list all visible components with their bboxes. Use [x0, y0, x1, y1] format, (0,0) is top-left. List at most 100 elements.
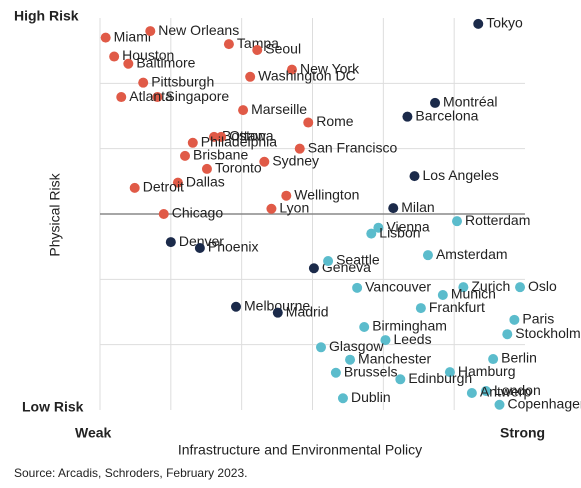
city-point — [402, 111, 413, 122]
source: Source: Arcadis, Schroders, February 202… — [14, 466, 247, 480]
city-label: Montréal — [443, 94, 497, 110]
city-label: Detroit — [143, 179, 184, 195]
city-point — [481, 386, 492, 397]
city-label: Toronto — [215, 160, 262, 176]
city-point — [209, 131, 220, 142]
city-label: Zurich — [471, 278, 510, 294]
city-label: Barcelona — [415, 107, 478, 123]
city-label: San Francisco — [308, 139, 398, 155]
city-label: Marseille — [251, 101, 307, 117]
city-point — [452, 216, 462, 227]
city-label: Phoenix — [208, 239, 259, 255]
city-label: Hamburg — [458, 363, 516, 379]
city-label: Tampa — [237, 35, 279, 51]
city-label: Birmingham — [372, 318, 447, 334]
city-point — [286, 64, 297, 75]
city-point — [109, 51, 120, 62]
city-label: Tokyo — [486, 15, 523, 31]
city-label: Geneva — [322, 259, 371, 275]
x-axis-label: Infrastructure and Environmental Policy — [178, 442, 422, 458]
city-point — [515, 282, 526, 293]
city-point — [395, 374, 406, 385]
city-label: Miami — [114, 28, 151, 44]
city-point — [252, 45, 263, 56]
city-label: Los Angeles — [423, 167, 499, 183]
city-point — [100, 32, 111, 43]
city-label: New York — [300, 60, 360, 76]
city-label: Boston — [222, 128, 266, 144]
city-point — [201, 163, 212, 174]
city-point — [509, 314, 520, 325]
city-label: Glasgow — [329, 338, 384, 354]
city-point — [330, 367, 341, 378]
city-point — [359, 322, 370, 333]
city-point — [488, 354, 499, 365]
city-point — [152, 92, 163, 103]
city-point — [245, 71, 256, 82]
city-point — [409, 171, 420, 182]
city-label: Rotterdam — [465, 212, 530, 228]
city-label: Chicago — [172, 205, 224, 221]
city-point — [345, 354, 356, 365]
city-point — [458, 282, 469, 293]
city-label: Vancouver — [365, 279, 431, 295]
city-label: Antwerp — [480, 384, 532, 400]
city-label: Stockholm — [515, 325, 580, 341]
weak-label: Weak — [75, 425, 112, 441]
city-point — [259, 156, 270, 167]
city-point — [294, 143, 305, 154]
city-point — [444, 367, 455, 378]
city-label: Leeds — [393, 331, 431, 347]
city-point — [158, 209, 169, 219]
city-point — [187, 137, 198, 148]
city-label: Sydney — [272, 152, 319, 168]
city-label: Seattle — [336, 252, 380, 268]
city-point — [223, 39, 234, 50]
city-label: Lisbon — [379, 224, 420, 240]
city-label: Singapore — [165, 88, 229, 104]
city-label: Munich — [451, 286, 496, 302]
city-label: Ottawa — [229, 128, 274, 144]
city-point — [323, 256, 334, 267]
city-label: Brisbane — [193, 147, 248, 163]
city-point — [352, 282, 363, 293]
city-point — [172, 177, 183, 188]
city-point — [430, 97, 441, 108]
city-label: Amsterdam — [436, 246, 508, 262]
city-point — [473, 18, 484, 29]
city-point — [238, 105, 249, 116]
city-label: London — [494, 382, 541, 398]
city-point — [316, 342, 326, 353]
city-point — [145, 26, 156, 37]
city-point — [366, 228, 377, 239]
city-label: Edinburgh — [408, 370, 472, 386]
city-label: Denver — [179, 233, 224, 249]
city-label: Houston — [122, 47, 174, 63]
city-point — [180, 150, 190, 161]
city-label: Dallas — [186, 173, 225, 189]
city-label: Dublin — [351, 389, 391, 405]
city-point — [116, 92, 127, 103]
city-point — [231, 301, 241, 312]
city-point — [272, 307, 283, 318]
city-label: Brussels — [344, 363, 398, 379]
city-label: Philadelphia — [201, 133, 277, 149]
city-point — [373, 222, 384, 233]
city-point — [138, 77, 149, 88]
low-risk-label: Low Risk — [22, 399, 84, 415]
city-point — [281, 190, 292, 201]
city-point — [266, 203, 277, 214]
city-label: Washington DC — [258, 68, 356, 84]
city-point — [337, 393, 348, 404]
city-label: Oslo — [528, 278, 557, 294]
city-point — [437, 290, 448, 301]
city-point — [194, 242, 205, 253]
strong-label: Strong — [500, 425, 545, 441]
city-point — [308, 263, 319, 274]
city-label: Berlin — [501, 350, 537, 366]
city-label: Lyon — [279, 199, 309, 215]
city-label: Atlanta — [129, 88, 173, 104]
city-label: Manchester — [358, 350, 431, 366]
city-label: New Orleans — [158, 22, 239, 38]
